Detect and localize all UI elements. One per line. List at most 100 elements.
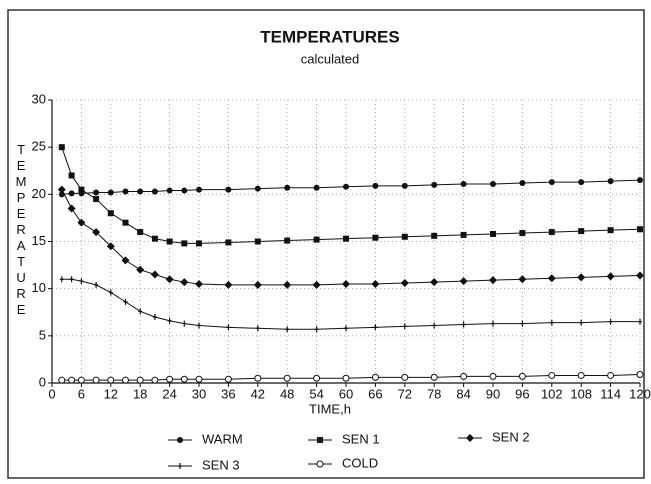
marker <box>121 256 130 265</box>
marker <box>430 373 438 381</box>
marker <box>578 179 585 186</box>
marker <box>195 375 203 383</box>
marker <box>461 321 466 328</box>
marker <box>255 325 260 332</box>
marker <box>181 187 188 194</box>
legend-marker <box>177 437 183 443</box>
x-tick-label: 6 <box>78 386 85 401</box>
marker <box>431 232 438 239</box>
y-tick-label: 0 <box>39 374 46 389</box>
marker <box>57 185 66 194</box>
marker <box>636 371 644 379</box>
marker <box>371 279 380 288</box>
marker <box>138 308 143 315</box>
x-tick-label: 60 <box>339 386 353 401</box>
marker <box>518 372 526 380</box>
x-tick-label: 24 <box>162 386 176 401</box>
marker <box>253 280 262 289</box>
marker <box>401 233 408 240</box>
marker <box>93 196 100 203</box>
x-tick-label: 0 <box>48 386 55 401</box>
marker <box>226 324 231 331</box>
marker <box>343 235 349 242</box>
marker <box>69 276 74 283</box>
marker <box>137 188 144 195</box>
legend-label: SEN 2 <box>492 429 530 444</box>
marker <box>59 276 64 283</box>
y-axis-label: TEMPERATURE <box>14 142 29 318</box>
marker <box>68 172 75 179</box>
marker <box>225 186 232 193</box>
marker <box>195 279 203 288</box>
marker <box>152 313 157 320</box>
legend-marker <box>317 437 323 443</box>
x-tick-label: 102 <box>541 386 563 401</box>
chart-subtitle: calculated <box>301 51 360 66</box>
x-tick-label: 108 <box>570 386 592 401</box>
marker <box>489 372 497 380</box>
marker <box>68 376 76 384</box>
marker <box>460 180 467 187</box>
frame <box>7 9 645 479</box>
series-line <box>61 189 641 286</box>
marker <box>608 318 613 325</box>
marker <box>577 371 585 379</box>
marker <box>166 375 174 383</box>
marker <box>58 144 65 151</box>
marker <box>490 180 496 187</box>
marker <box>607 227 614 234</box>
y-tick-label: 15 <box>32 233 46 248</box>
marker <box>432 322 437 329</box>
marker <box>92 376 100 384</box>
marker <box>137 229 144 236</box>
legend-label: COLD <box>342 455 378 470</box>
marker <box>166 238 173 245</box>
marker <box>136 376 144 384</box>
marker <box>490 230 496 237</box>
marker <box>151 188 158 195</box>
marker <box>283 374 291 382</box>
marker <box>548 229 555 236</box>
marker <box>400 279 409 288</box>
marker <box>78 186 85 193</box>
legend-marker <box>466 434 474 442</box>
marker <box>123 298 128 305</box>
marker <box>107 210 114 217</box>
marker <box>58 376 66 384</box>
y-tick-label: 10 <box>32 280 46 295</box>
x-axis-label: TIME,h <box>309 401 351 416</box>
marker <box>165 275 174 284</box>
y-tick-label: 30 <box>32 91 46 106</box>
marker <box>373 324 378 331</box>
marker <box>180 375 188 383</box>
marker <box>343 183 349 190</box>
marker <box>94 281 99 288</box>
marker <box>182 320 187 327</box>
marker <box>77 218 86 227</box>
marker <box>431 181 438 188</box>
y-tick-label: 20 <box>32 186 46 201</box>
y-tick-label: 25 <box>32 139 46 154</box>
marker <box>197 322 201 329</box>
x-tick-label: 36 <box>221 386 235 401</box>
x-tick-label: 42 <box>251 386 265 401</box>
marker <box>77 376 85 384</box>
marker <box>638 318 642 325</box>
marker <box>122 219 129 226</box>
marker <box>196 186 202 193</box>
marker <box>312 280 321 289</box>
marker <box>518 275 527 284</box>
legend-label: SEN 3 <box>202 457 240 472</box>
marker <box>371 373 379 381</box>
x-tick-label: 12 <box>104 386 118 401</box>
marker <box>520 320 525 327</box>
x-tick-label: 90 <box>486 386 500 401</box>
marker <box>106 242 115 251</box>
marker <box>283 280 292 289</box>
marker <box>67 204 76 213</box>
marker <box>68 190 75 197</box>
marker <box>607 178 614 185</box>
marker <box>430 278 439 287</box>
marker <box>489 276 497 285</box>
